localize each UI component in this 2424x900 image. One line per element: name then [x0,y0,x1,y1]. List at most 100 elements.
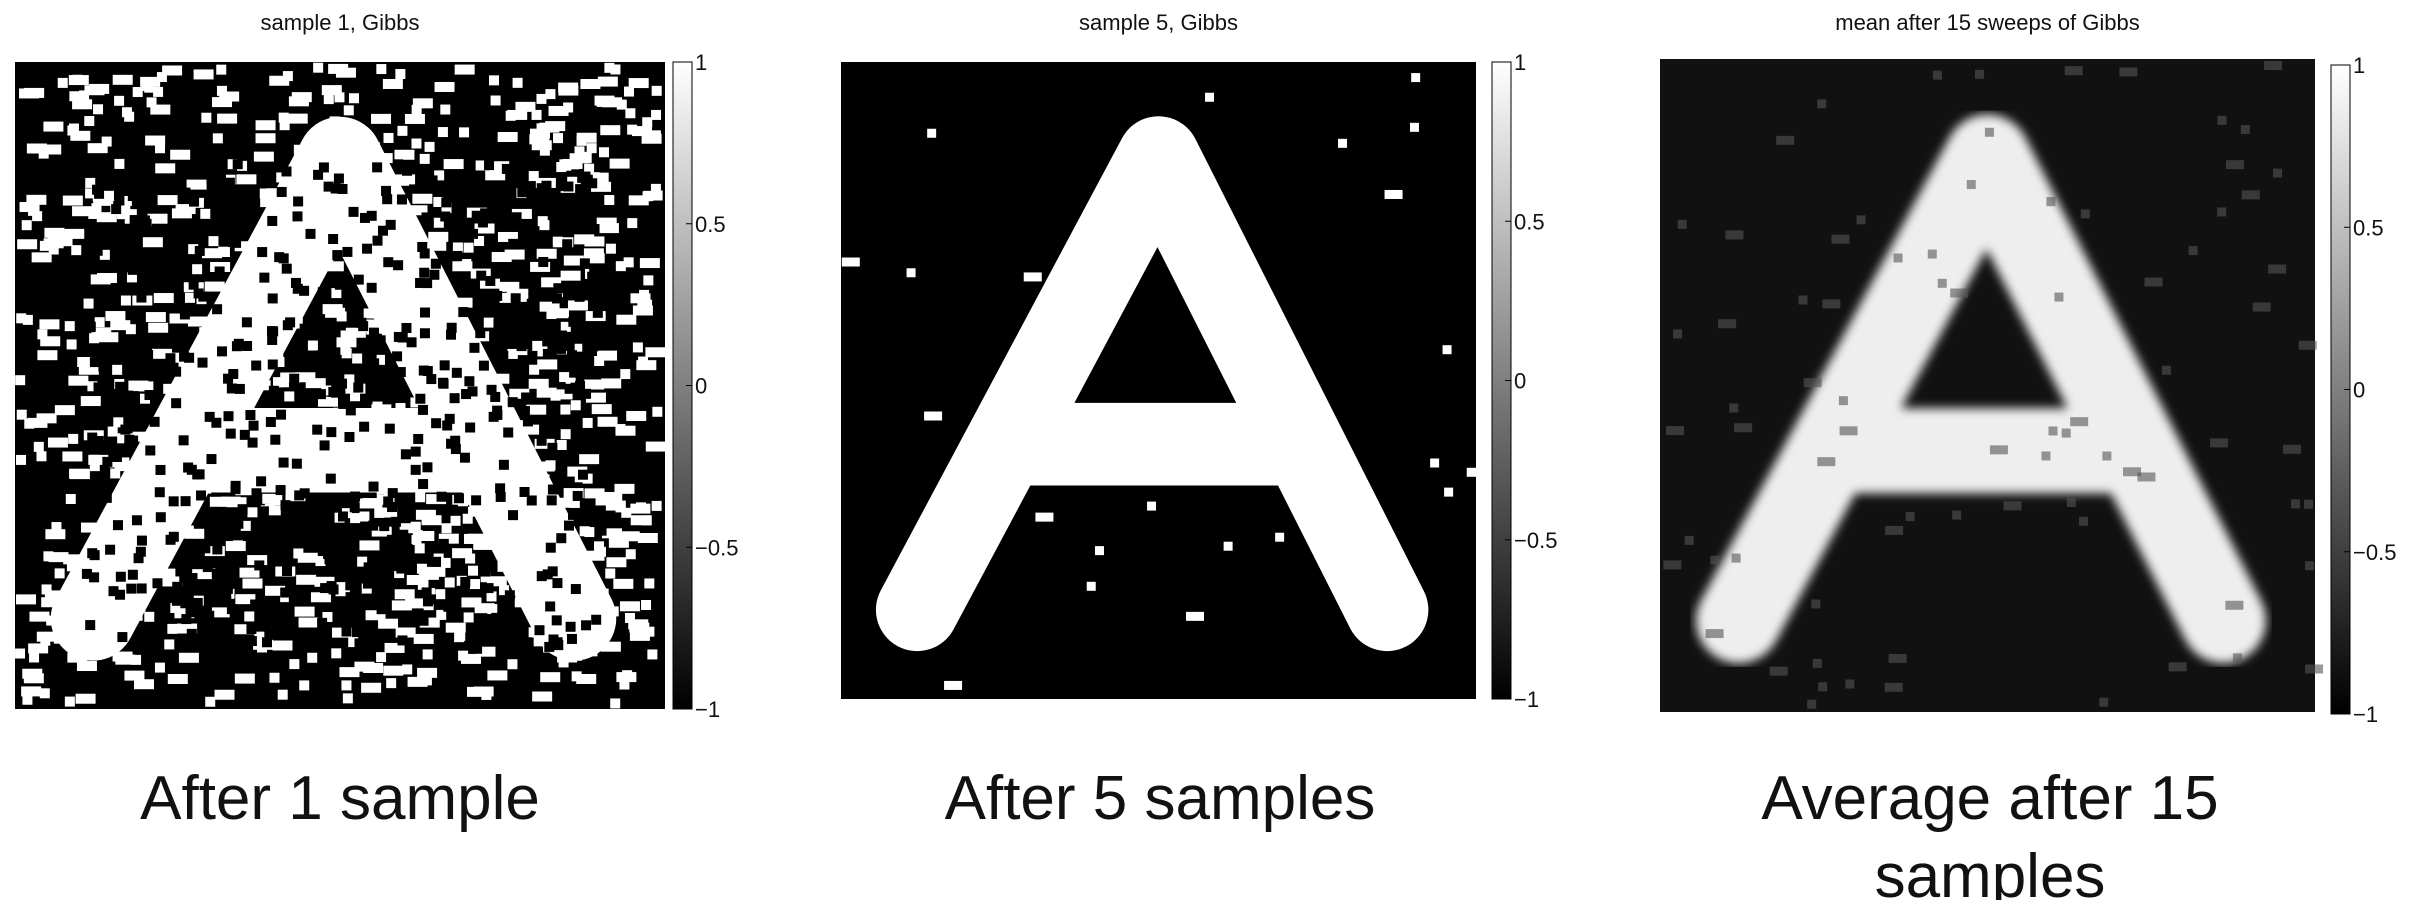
noise [240,520,251,531]
noise [288,184,299,195]
noise [391,209,412,220]
noise [136,583,147,594]
noise [379,521,390,532]
noise [514,597,525,608]
noise [1856,215,1866,225]
noise [587,178,598,189]
noise [222,583,233,594]
noise [158,414,169,425]
noise [421,515,442,526]
noise [412,98,433,109]
noise [165,241,176,252]
noise [483,583,494,594]
noise [628,619,649,630]
noise [321,85,342,96]
colorbar-tick-label: 1 [1514,50,1526,75]
noise [311,259,332,270]
noise [559,159,580,170]
noise [2241,190,2260,200]
noise [28,643,49,654]
noise [237,227,248,238]
noise [234,241,255,252]
noise [592,307,603,318]
noise [85,583,106,594]
noise [230,484,241,495]
noise [345,405,356,416]
noise [246,636,257,647]
noise [298,617,319,628]
noise [337,183,348,194]
noise [241,281,252,292]
noise [315,389,326,400]
noise [626,410,647,421]
noise [395,249,416,260]
noise [320,583,331,594]
noise [406,337,417,348]
noise [446,438,457,449]
noise [1086,581,1096,591]
noise [373,465,394,476]
noise [473,352,484,363]
noise [114,461,135,472]
noise [487,670,508,681]
noise [591,404,612,415]
noise [63,554,84,565]
noise [601,378,622,389]
noise [2137,472,2156,482]
noise [558,82,579,93]
noise [148,322,169,333]
noise [236,440,247,451]
noise [288,593,299,604]
noise [342,246,353,257]
noise [357,498,378,509]
noise [155,464,166,475]
noise [111,451,122,462]
noise [269,535,280,546]
noise [544,641,555,652]
noise [1812,658,1822,668]
noise [295,372,316,383]
noise [402,165,413,176]
noise [162,576,183,587]
noise [130,475,141,486]
noise [415,509,436,520]
noise [87,432,98,443]
noise [927,128,937,138]
noise [602,97,623,108]
noise [288,96,309,107]
noise [209,496,230,507]
colorbar-tick-label: 0.5 [2353,215,2384,240]
noise [1718,319,1737,329]
noise [495,435,516,446]
noise [548,189,559,200]
noise [144,522,155,533]
noise [183,462,194,473]
noise [465,422,476,433]
noise [419,328,430,339]
noise [186,628,197,639]
noise [22,694,33,705]
noise [115,381,126,392]
noise [624,612,635,623]
noise [180,496,191,507]
noise [307,652,318,663]
noise [241,317,252,328]
noise [278,112,289,123]
noise [188,279,199,290]
noise [434,81,455,92]
noise [154,662,165,673]
noise [267,334,278,345]
noise [519,406,530,417]
noise [2054,292,2064,302]
noise [139,254,150,265]
noise [1989,445,2008,455]
noise [313,62,324,73]
noise [1208,243,1218,253]
noise [178,435,189,446]
noise [1818,682,1828,692]
noise [349,502,360,513]
noise [565,621,576,632]
noise [282,320,293,331]
noise [583,350,594,361]
